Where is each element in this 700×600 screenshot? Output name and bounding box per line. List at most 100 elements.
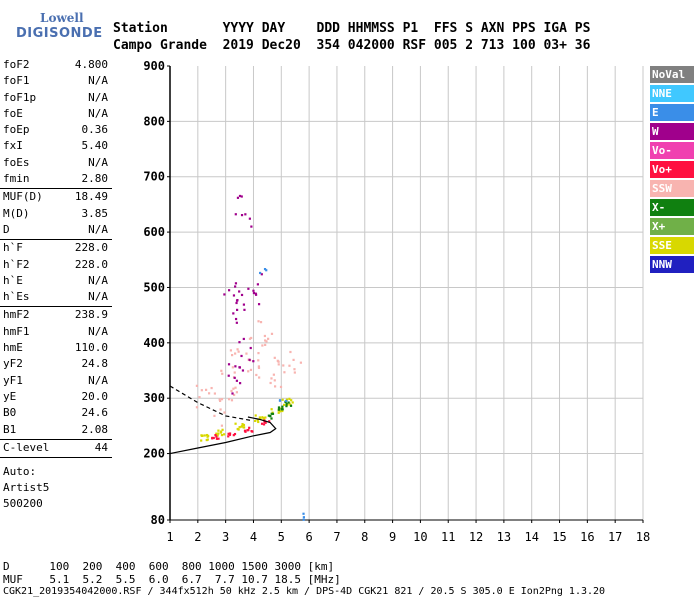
echo-point-x <box>271 412 275 415</box>
legend-item: NNE <box>650 85 694 102</box>
echo-point-ssw <box>270 332 274 335</box>
echo-point-ssw <box>227 398 231 401</box>
param-row: yF2 24.8 <box>0 356 112 372</box>
echo-point-sse <box>288 397 291 400</box>
echo-point-ssw <box>283 371 286 374</box>
echo-point-ssw <box>195 384 199 387</box>
param-row: foE N/A <box>0 106 112 122</box>
param-row: h`F 228.0 <box>0 240 112 256</box>
echo-point-sse <box>215 432 218 435</box>
echo-point-w <box>247 287 250 290</box>
x-tick-label: 4 <box>250 530 257 544</box>
echo-point-ssw <box>234 386 237 389</box>
polarization-legend: NoVal NNE E W Vo- Vo+ SSW X- X+ SSE NNW <box>650 66 694 275</box>
param-name: D <box>3 222 10 236</box>
echo-point-w <box>241 369 245 372</box>
echo-point-w <box>232 312 235 315</box>
param-value: N/A <box>88 324 108 338</box>
echo-point-ssw <box>277 360 280 363</box>
x-tick-label: 14 <box>524 530 538 544</box>
logo-line1: Lowell <box>40 11 84 25</box>
echo-point-ssw <box>277 363 280 366</box>
echo-point-w <box>236 196 240 199</box>
param-name: h`E <box>3 273 23 287</box>
param-name: foE <box>3 106 23 120</box>
echo-point-sse <box>254 419 257 423</box>
legend-item: X- <box>650 199 694 216</box>
echo-point-x <box>270 412 273 415</box>
param-value: N/A <box>88 222 108 236</box>
param-value: 18.49 <box>74 190 108 204</box>
echo-point-ssw <box>236 348 239 351</box>
echo-point-x <box>277 406 281 409</box>
echo-point-ssw <box>263 334 267 338</box>
echo-point-w <box>257 303 261 306</box>
echo-point-sse <box>257 420 260 424</box>
param-name: h`F <box>3 241 23 255</box>
param-row: h`Es N/A <box>0 289 112 305</box>
echo-point-ssw <box>289 350 292 354</box>
param-name: hmF2 <box>3 308 30 322</box>
echo-point-ssw <box>230 399 234 402</box>
x-tick-label: 18 <box>636 530 650 544</box>
x-tick-label: 16 <box>580 530 594 544</box>
echo-point-w <box>248 217 251 220</box>
param-row: MUF(D) 18.49 <box>0 189 112 205</box>
echo-point-ssw <box>264 339 267 342</box>
echo-point-w <box>240 354 243 358</box>
x-tick-label: 17 <box>608 530 622 544</box>
param-row: yF1 N/A <box>0 373 112 389</box>
echo-point-sse <box>240 425 243 428</box>
echo-point-ssw <box>272 373 275 376</box>
x-tick-label: 6 <box>306 530 313 544</box>
echo-point-w <box>243 308 246 311</box>
x-tick-label: 10 <box>413 530 427 544</box>
echo-point-w <box>250 225 253 228</box>
echo-point-vo <box>264 420 267 423</box>
echo-point-ssw <box>282 364 285 367</box>
echo-point-w <box>238 366 242 369</box>
echo-point-ssw <box>279 385 283 389</box>
echo-point-e <box>278 399 282 402</box>
echo-point-ssw <box>293 371 296 374</box>
echo-point-ssw <box>219 408 222 411</box>
echo-point-w <box>239 382 242 385</box>
echo-point-ssw <box>233 371 236 374</box>
echo-point-w <box>252 289 255 292</box>
echo-point-x <box>285 402 288 406</box>
echo-point-w <box>232 294 236 297</box>
echo-point-sse <box>281 409 284 413</box>
echo-point-sse <box>285 398 289 401</box>
echo-point-w <box>244 213 247 216</box>
echo-point-sse <box>207 434 210 438</box>
y-tick-label: 600 <box>143 225 165 239</box>
echo-point-ssw <box>229 349 233 352</box>
echo-point-ssw <box>265 340 268 343</box>
echo-point-w <box>234 317 238 321</box>
echo-point-e <box>263 267 267 271</box>
echo-point-ssw <box>198 396 201 399</box>
legend-item: SSW <box>650 180 694 197</box>
echo-point-sse <box>220 430 223 433</box>
echo-point-e <box>302 518 305 521</box>
echo-point-vo <box>228 433 232 436</box>
echo-point-w <box>242 337 245 341</box>
echo-point-ssw <box>237 350 240 353</box>
echo-point-sse <box>279 410 282 413</box>
param-row: fxI 5.40 <box>0 138 112 154</box>
echo-point-sse <box>201 434 204 437</box>
echo-point-w <box>227 363 231 366</box>
echo-point-sse <box>262 416 265 420</box>
echo-point-vo <box>262 423 266 426</box>
param-value: N/A <box>88 273 108 287</box>
echo-point-e <box>302 516 305 519</box>
echo-point-sse <box>241 423 244 426</box>
echo-point-ssw <box>235 391 238 394</box>
param-row: foF1p N/A <box>0 90 112 106</box>
echo-point-sse <box>205 433 209 437</box>
echo-point-w <box>238 290 241 293</box>
echo-point-w <box>235 321 238 324</box>
param-row: foEs N/A <box>0 155 112 171</box>
param-name: foF2 <box>3 58 30 71</box>
autoscaling-line: 500200 <box>3 497 43 511</box>
